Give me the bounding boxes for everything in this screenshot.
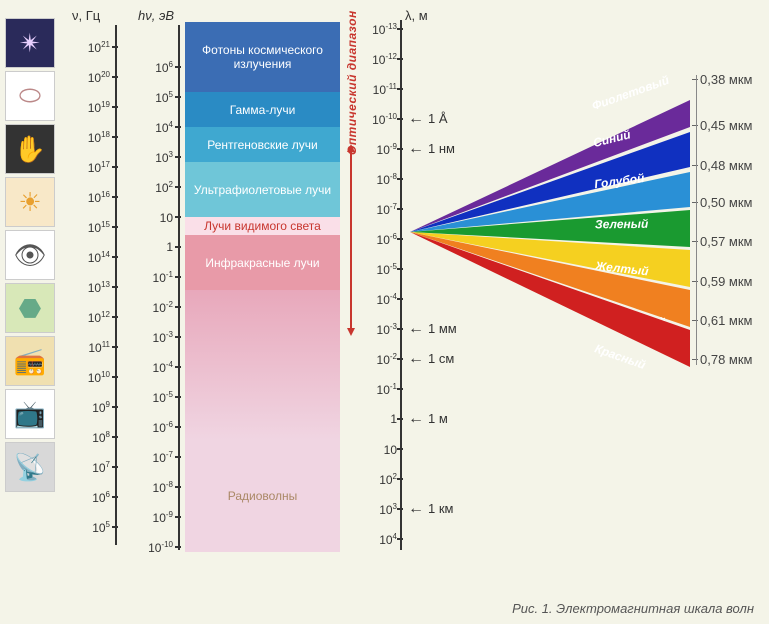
wavelength-marker: 1 м	[408, 410, 448, 428]
freq-tick: 1020	[75, 70, 110, 85]
optical-range-label: Оптический диапазон	[345, 0, 359, 155]
micrometer-value: 0,57 мкм	[700, 234, 752, 249]
energy-tick: 10-5	[138, 390, 173, 405]
energy-tick: 10-4	[138, 360, 173, 375]
energy-axis-label: hν, эВ	[138, 8, 174, 23]
wavelength-tick: 10-4	[362, 292, 397, 307]
energy-tick: 105	[138, 90, 173, 105]
wavelength-tick: 10-10	[362, 112, 397, 127]
freq-axis-label: ν, Гц	[72, 8, 100, 23]
wavelength-tick: 10-7	[362, 202, 397, 217]
energy-tick: 10-6	[138, 420, 173, 435]
spectrum-band: Радиоволны	[185, 440, 340, 552]
wavelength-tick: 103	[362, 502, 397, 517]
wavelength-tick: 10-1	[362, 382, 397, 397]
freq-tick: 108	[75, 430, 110, 445]
wavelength-tick: 102	[362, 472, 397, 487]
wavelength-tick: 10-3	[362, 322, 397, 337]
micrometer-value: 0,48 мкм	[700, 158, 752, 173]
wavelength-tick: 10-2	[362, 352, 397, 367]
freq-tick: 1018	[75, 130, 110, 145]
freq-tick: 1019	[75, 100, 110, 115]
micrometer-value: 0,50 мкм	[700, 195, 752, 210]
spectrum-band: Фотоны космического излучения	[185, 22, 340, 92]
wavelength-tick: 10-12	[362, 52, 397, 67]
spectrum-band: Ультрафиолетовые лучи	[185, 162, 340, 217]
micrometer-value: 0,78 мкм	[700, 352, 752, 367]
radio-icon: 📻	[5, 336, 55, 386]
energy-tick: 106	[138, 60, 173, 75]
figure-caption: Рис. 1. Электромагнитная шкала волн	[512, 601, 754, 616]
wavelength-tick: 10-8	[362, 172, 397, 187]
freq-tick: 107	[75, 460, 110, 475]
freq-tick: 1010	[75, 370, 110, 385]
wavelength-marker: 1 км	[408, 500, 453, 518]
freq-tick: 109	[75, 400, 110, 415]
spectrum-band: Лучи видимого света	[185, 217, 340, 235]
energy-tick: 1	[138, 240, 173, 254]
xray-hand-icon: ✋	[5, 124, 55, 174]
wavelength-tick: 10-11	[362, 82, 397, 97]
freq-tick: 1015	[75, 220, 110, 235]
energy-tick: 10-8	[138, 480, 173, 495]
freq-tick: 1013	[75, 280, 110, 295]
sun-skin-icon: ☀	[5, 177, 55, 227]
micrometer-value: 0,45 мкм	[700, 118, 752, 133]
wavelength-tick: 10-13	[362, 22, 397, 37]
iron-icon: ⬣	[5, 283, 55, 333]
micrometer-value: 0,61 мкм	[700, 313, 752, 328]
freq-tick: 106	[75, 490, 110, 505]
wavelength-tick: 10-9	[362, 142, 397, 157]
energy-tick: 10-10	[138, 540, 173, 555]
wavelength-tick: 104	[362, 532, 397, 547]
visible-spectrum-prism: ФиолетовыйСинийГолубойЗеленыйЖелтыйОранж…	[410, 32, 710, 392]
energy-tick: 102	[138, 180, 173, 195]
cosmic-ray-icon: ✴	[5, 18, 55, 68]
freq-tick: 105	[75, 520, 110, 535]
micrometer-value: 0,59 мкм	[700, 274, 752, 289]
energy-tick: 10-1	[138, 270, 173, 285]
energy-tick: 103	[138, 150, 173, 165]
energy-tick: 10-7	[138, 450, 173, 465]
eye-icon: 👁	[5, 230, 55, 280]
icon-column: ✴⬭✋☀👁⬣📻📺📡	[5, 18, 55, 495]
prism-color-label: Фиолетовый	[590, 73, 671, 113]
wavelength-axis-label: λ, м	[405, 8, 428, 23]
energy-tick: 104	[138, 120, 173, 135]
energy-tick: 10	[138, 210, 173, 225]
energy-tick: 10-2	[138, 300, 173, 315]
freq-tick: 1011	[75, 340, 110, 355]
prism-color-label: Красный	[593, 341, 648, 372]
micrometer-value: 0,38 мкм	[700, 72, 752, 87]
wavelength-tick: 10	[362, 442, 397, 457]
spectrum-band: Гамма-лучи	[185, 92, 340, 127]
energy-tick: 10-3	[138, 330, 173, 345]
freq-tick: 1021	[75, 40, 110, 55]
spectrum-band	[185, 290, 340, 440]
energy-tick: 10-9	[138, 510, 173, 525]
gamma-source-icon: ⬭	[5, 71, 55, 121]
freq-tick: 1014	[75, 250, 110, 265]
spectrum-band: Инфракрасные лучи	[185, 235, 340, 290]
freq-tick: 1017	[75, 160, 110, 175]
prism-color-label: Зеленый	[595, 217, 649, 232]
spectrum-band: Рентгеновские лучи	[185, 127, 340, 162]
freq-tick: 1016	[75, 190, 110, 205]
optical-range-bracket	[350, 150, 352, 330]
tv-icon: 📺	[5, 389, 55, 439]
wavelength-tick: 10-6	[362, 232, 397, 247]
freq-tick: 1012	[75, 310, 110, 325]
energy-axis	[178, 25, 180, 550]
wavelength-axis	[400, 20, 402, 550]
radar-icon: 📡	[5, 442, 55, 492]
wavelength-tick: 10-5	[362, 262, 397, 277]
wavelength-tick: 1	[362, 412, 397, 426]
